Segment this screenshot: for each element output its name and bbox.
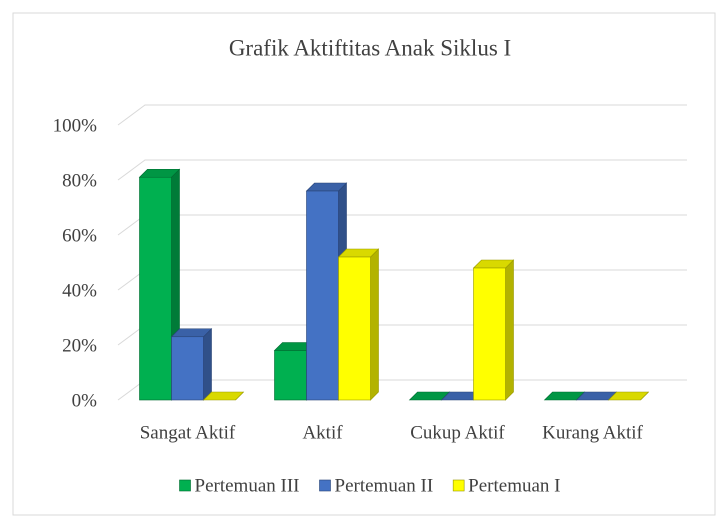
bar [202,391,245,401]
legend-swatch [452,479,465,492]
y-tick-label: 100% [53,115,98,136]
bar-front [473,267,506,401]
bar-front [338,256,371,401]
bar-front [306,190,339,401]
legend-label: Pertemuan I [468,475,560,496]
legend-swatch [319,479,331,492]
y-tick-label: 60% [62,225,97,246]
bar-top [607,391,650,401]
y-tick-label: 80% [62,170,97,191]
bar [170,328,213,401]
y-tick-label: 40% [62,280,97,301]
x-tick-label: Kurang Aktif [542,422,643,443]
bar [607,391,650,401]
x-tick-label: Cukup Aktif [410,422,505,443]
bar-side [203,328,212,401]
legend-label: Pertemuan III [195,475,300,496]
chart-title: Grafik Aktiftitas Anak Siklus I [229,35,511,60]
x-tick-label: Aktif [302,422,343,443]
bar [337,248,380,401]
bar-front [274,350,307,401]
grid-line [117,104,687,126]
y-tick-label: 20% [62,335,97,356]
bar-side [505,259,514,401]
bar [472,259,515,401]
bar-front [171,336,204,401]
y-tick-label: 0% [72,390,98,411]
bar-side [370,248,379,401]
bar-top [202,391,245,401]
bar-front [139,176,172,401]
grid-line [117,159,687,181]
legend-label: Pertemuan II [335,475,434,496]
legend-swatch [179,479,191,492]
x-tick-label: Sangat Aktif [140,422,236,443]
